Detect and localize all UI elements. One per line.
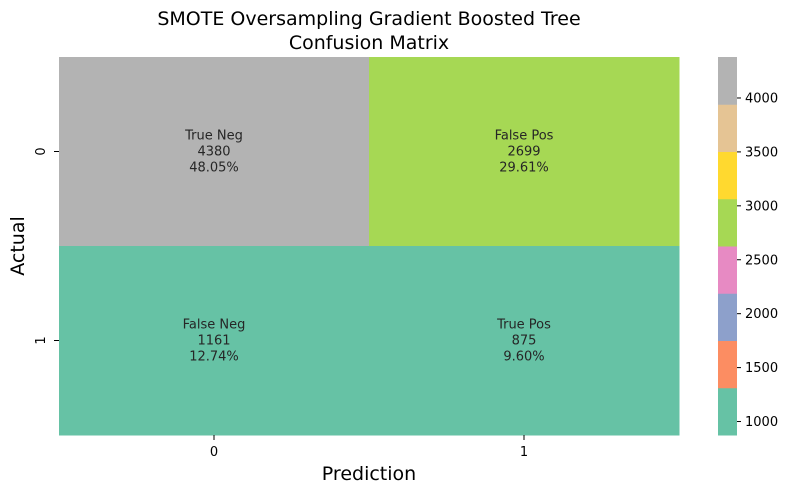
- heatmap-cell-1-1: [369, 246, 680, 436]
- colorbar-tick-label: 2500: [745, 253, 778, 268]
- heatmap-cell-1-0: [59, 246, 370, 436]
- colorbar-segment: [718, 151, 737, 200]
- x-axis-label: Prediction: [322, 463, 416, 485]
- cell-name-label-0-1: False Pos: [495, 129, 554, 144]
- colorbar-tick-label: 1000: [745, 415, 778, 430]
- colorbar-segment: [718, 104, 737, 152]
- cell-count-label-0-0: 4380: [197, 145, 230, 160]
- colorbar-segment: [718, 57, 737, 105]
- colorbar-segment: [718, 293, 737, 341]
- cell-percent-label-1-0: 12.74%: [189, 350, 239, 365]
- colorbar-segment: [718, 246, 737, 294]
- cell-percent-label-0-0: 48.05%: [189, 161, 239, 176]
- chart-title-line1: SMOTE Oversampling Gradient Boosted Tree: [157, 8, 580, 30]
- chart-title-line2: Confusion Matrix: [289, 32, 449, 54]
- heatmap-cell-0-0: [59, 57, 370, 247]
- colorbar-segment: [718, 340, 737, 389]
- colorbar-tick-label: 3500: [745, 145, 778, 160]
- colorbar-tick-label: 1500: [745, 361, 778, 376]
- cell-count-label-0-1: 2699: [507, 145, 540, 160]
- y-axis-label: Actual: [7, 216, 29, 276]
- cell-name-label-1-0: False Neg: [183, 318, 246, 333]
- colorbar-tick-label: 3000: [745, 199, 778, 214]
- cell-name-label-0-0: True Neg: [184, 129, 243, 144]
- y-axis-ticks: 01: [34, 147, 59, 345]
- cell-percent-label-0-1: 29.61%: [499, 161, 549, 176]
- colorbar-tick-label: 2000: [745, 307, 778, 322]
- y-tick-label: 0: [34, 147, 49, 155]
- colorbar-segment: [718, 198, 737, 247]
- colorbar-tick-label: 4000: [745, 91, 778, 106]
- cell-count-label-1-0: 1161: [197, 334, 230, 349]
- cell-name-label-1-1: True Pos: [496, 318, 551, 333]
- colorbar-segment: [718, 387, 737, 436]
- colorbar: 1000 1500 2000 2500 3000 3500 4000: [718, 57, 778, 436]
- cell-percent-label-1-1: 9.60%: [503, 350, 544, 365]
- heatmap-cell-0-1: [369, 57, 680, 247]
- x-tick-label: 0: [210, 445, 218, 460]
- x-tick-label: 1: [520, 445, 528, 460]
- y-tick-label: 1: [34, 336, 49, 344]
- cell-count-label-1-1: 875: [512, 334, 537, 349]
